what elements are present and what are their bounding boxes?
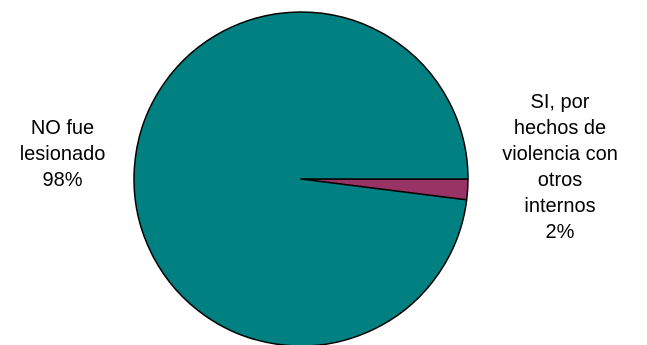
slice-label-line: internos: [524, 195, 596, 217]
slice-label-line: hechos de: [513, 117, 607, 139]
slice-percent-label: 2%: [545, 221, 575, 243]
slice-label-line: SI, por: [530, 91, 590, 113]
slice-label-no-lesionado: NO fue lesionado 98%: [0, 115, 125, 193]
slice-label-line: otros: [537, 169, 583, 191]
slice-label-line: violencia con: [502, 143, 618, 165]
pie-slices: [133, 11, 469, 345]
slice-label-line: lesionado: [19, 143, 106, 165]
pie-slice-no-lesionado: [133, 11, 469, 345]
slice-percent-label: 98%: [42, 169, 83, 191]
slice-label-si-violencia: SI, por hechos de violencia con otros in…: [474, 89, 646, 245]
slice-label-line: NO fue: [30, 117, 95, 139]
